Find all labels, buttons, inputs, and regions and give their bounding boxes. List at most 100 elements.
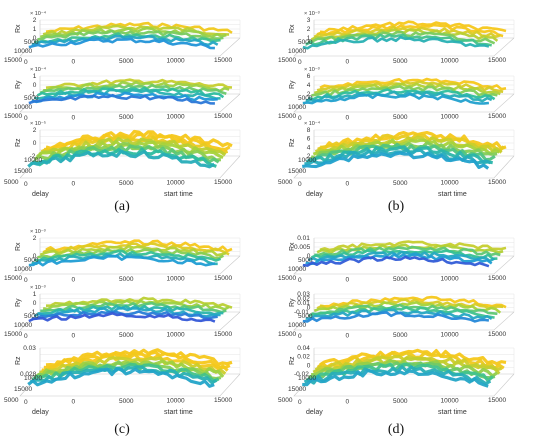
- y-tick-label: 0: [298, 59, 302, 66]
- y-tick-label: 0: [24, 181, 28, 188]
- z-axis-label: Rz: [15, 138, 22, 147]
- y-axis-label: start time: [438, 191, 467, 198]
- x-tick-label: 5000: [298, 39, 313, 46]
- x-tick-label: 15000: [4, 113, 22, 120]
- exponent-label: × 10⁻⁴: [30, 66, 47, 73]
- surface-strip: [40, 301, 227, 314]
- y-axis-label: start time: [438, 409, 467, 416]
- z-tick-label: 4: [307, 82, 311, 89]
- subfigure-caption: (d): [388, 422, 405, 437]
- z-tick-label: 1: [33, 26, 37, 33]
- y-tick-label: 5000: [119, 58, 134, 65]
- z-axis-label: Rz: [15, 356, 22, 365]
- y-tick-label: 10000: [167, 398, 185, 405]
- surface-strip: [319, 20, 507, 34]
- y-tick-label: 0: [24, 59, 28, 66]
- y-tick-label: 5000: [393, 180, 408, 187]
- y-tick-label: 0: [72, 59, 76, 66]
- surface-strip: [305, 253, 493, 266]
- y-tick-label: 15000: [488, 57, 506, 64]
- y-tick-label: 15000: [214, 179, 232, 186]
- back-wall: [40, 75, 241, 94]
- y-tick-label: 15000: [214, 331, 232, 338]
- surface-strip: [42, 242, 230, 256]
- y-tick-label: 5000: [393, 276, 408, 283]
- surface-strip: [308, 250, 496, 263]
- surface-strip: [27, 149, 216, 169]
- y-tick-label: 0: [72, 399, 76, 406]
- x-tick-label: 5000: [278, 397, 293, 404]
- y-tick-label: 0: [298, 399, 302, 406]
- x-tick-label: 15000: [278, 113, 296, 120]
- z-tick-label: -1: [30, 309, 36, 316]
- z-tick-label: 0.005: [294, 244, 311, 251]
- x-tick-label: 15000: [278, 275, 296, 282]
- surface-strip: [302, 35, 490, 50]
- x-tick-label: 15000: [4, 331, 22, 338]
- z-tick-label: 0: [33, 35, 37, 42]
- y-tick-label: 0: [72, 115, 76, 122]
- exponent-label: × 10⁻⁴: [304, 120, 321, 127]
- y-tick-label: 15000: [214, 57, 232, 64]
- surface-strip: [39, 244, 227, 257]
- surface-strip: [302, 255, 490, 268]
- surface-strip: [34, 142, 222, 162]
- z-tick-label: 4: [307, 144, 311, 151]
- z-tick-label: 1: [307, 35, 311, 42]
- z-tick-label: 3: [307, 17, 311, 24]
- z-tick-label: 2: [307, 153, 311, 160]
- back-wall: [314, 19, 515, 38]
- surface-strip: [28, 312, 216, 323]
- y-tick-label: 0: [298, 333, 302, 340]
- x-tick-label: 10000: [14, 266, 32, 273]
- x-tick-label: 5000: [24, 39, 39, 46]
- back-wall: [314, 347, 515, 374]
- surface-strip: [43, 132, 231, 153]
- back-wall: [314, 237, 515, 256]
- x-tick-label: 15000: [4, 275, 22, 282]
- subfigure-caption: (b): [388, 199, 405, 214]
- x-axis-label: delay: [32, 191, 49, 198]
- surface-strip: [45, 78, 233, 89]
- surface-strip: [316, 350, 505, 370]
- y-tick-label: 10000: [441, 276, 459, 283]
- y-tick-label: 0: [346, 115, 350, 122]
- z-tick-label: 0: [307, 305, 311, 312]
- y-tick-label: 5000: [393, 398, 408, 405]
- back-wall: [314, 293, 515, 312]
- surface-strip: [45, 21, 233, 34]
- surface-strip: [305, 33, 492, 47]
- z-tick-label: 0.03: [297, 291, 310, 298]
- y-axis-label: start time: [164, 409, 193, 416]
- x-tick-label: 10000: [14, 104, 32, 111]
- y-tick-label: 0: [298, 115, 302, 122]
- y-tick-label: 10000: [167, 58, 185, 65]
- x-tick-label: 15000: [278, 57, 296, 64]
- x-tick-label: 15000: [14, 168, 32, 175]
- x-tick-label: 15000: [288, 386, 306, 393]
- z-tick-label: 0.03: [23, 345, 36, 352]
- z-tick-label: 1: [33, 291, 37, 298]
- z-tick-label: 2: [33, 17, 37, 24]
- surface-strip: [28, 93, 215, 105]
- z-tick-label: 0: [307, 253, 311, 260]
- x-tick-label: 15000: [278, 331, 296, 338]
- z-tick-label: -1: [30, 91, 36, 98]
- surface-strip: [28, 254, 216, 267]
- y-tick-label: 15000: [488, 331, 506, 338]
- x-tick-label: 5000: [298, 257, 313, 264]
- y-tick-label: 15000: [214, 113, 232, 120]
- y-tick-label: 15000: [488, 113, 506, 120]
- surface-panel: 0.03 0.028 Rz 10000 15000 5000 0 0 5000 10000 1500…: [4, 345, 241, 416]
- surface-strip: [40, 135, 229, 155]
- y-tick-label: 10000: [441, 180, 459, 187]
- x-tick-label: 10000: [14, 322, 32, 329]
